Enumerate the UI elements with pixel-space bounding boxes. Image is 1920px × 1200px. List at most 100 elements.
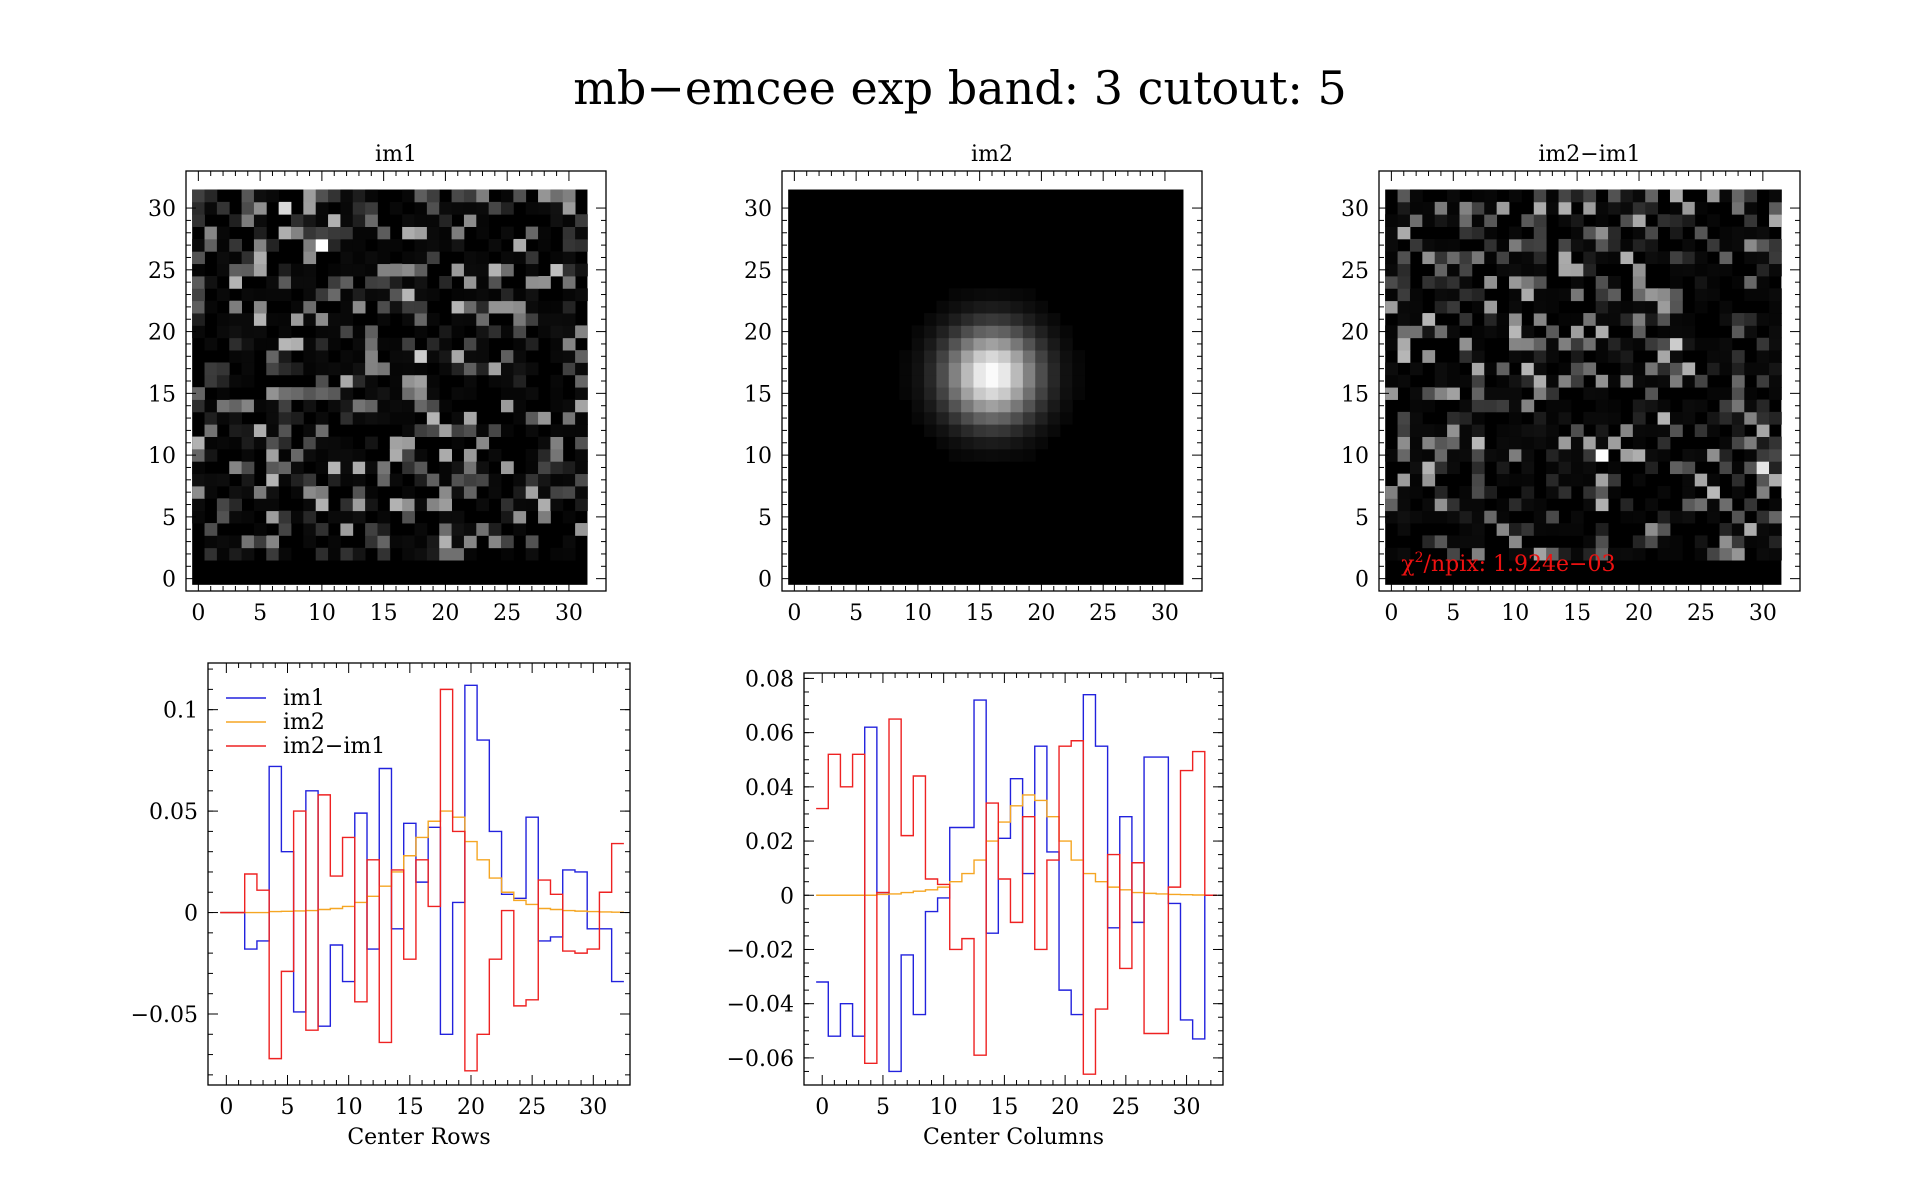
heatmap-pixel [973, 325, 987, 339]
heatmap-pixel [340, 288, 354, 302]
heatmap-pixel [216, 263, 230, 277]
heatmap-pixel [1546, 399, 1559, 413]
heatmap-pixel [241, 337, 255, 351]
heatmap-pixel [463, 547, 477, 561]
heatmap-pixel [1385, 214, 1398, 227]
heatmap-pixel [1570, 325, 1584, 339]
heatmap-pixel [575, 436, 588, 450]
heatmap-pixel [414, 325, 428, 339]
heatmap-pixel [1595, 411, 1609, 425]
heatmap-pixel [402, 374, 415, 388]
heatmap-pixel [377, 461, 391, 475]
heatmap-pixel [1669, 226, 1683, 240]
heatmap-pixel [1657, 300, 1671, 314]
heatmap-pixel [1608, 337, 1621, 351]
heatmap-pixel [340, 201, 354, 215]
heatmap-pixel [340, 251, 354, 265]
heatmap-pixel [1769, 350, 1782, 363]
heatmap-pixel [303, 263, 317, 277]
heatmap-pixel [575, 325, 588, 339]
heatmap-pixel [538, 313, 551, 326]
heatmap-pixel [550, 424, 564, 437]
heatmap-pixel [1756, 436, 1770, 450]
heatmap-image [788, 189, 1184, 585]
heatmap-pixel [352, 214, 366, 227]
heatmap-pixel [1756, 461, 1770, 475]
heatmap-pixel [204, 523, 218, 536]
heatmap-pixel [402, 547, 415, 561]
heatmap-pixel [303, 214, 317, 227]
heatmap-pixel [1072, 387, 1086, 400]
heatmap-pixel [525, 251, 539, 265]
heatmap-pixel [1385, 300, 1398, 314]
heatmap-pixel [1744, 238, 1758, 252]
heatmap-pixel [911, 399, 925, 413]
heatmap-pixel [377, 238, 391, 252]
panel-title: im2 [971, 142, 1013, 167]
heatmap-pixel [278, 362, 292, 376]
heatmap-pixel [1022, 325, 1036, 339]
heatmap-pixel [1447, 547, 1460, 561]
heatmap-pixel [1397, 473, 1411, 487]
x-tick-label: 10 [308, 601, 336, 626]
heatmap-pixel [961, 337, 974, 351]
heatmap-pixel [1533, 350, 1547, 363]
series-line-3 [220, 688, 624, 1072]
heatmap-pixel [1769, 523, 1782, 536]
heatmap-pixel [525, 461, 539, 475]
heatmap-pixel [1719, 189, 1733, 203]
heatmap-pixel [1595, 399, 1609, 413]
heatmap-pixel [229, 374, 242, 388]
heatmap-pixel [1595, 498, 1609, 512]
heatmap-pixel [1533, 238, 1547, 252]
heatmap-pixel [1397, 288, 1411, 302]
heatmap-pixel [513, 498, 527, 512]
heatmap-pixel [1521, 498, 1535, 512]
heatmap-pixel [253, 214, 267, 227]
heatmap-pixel [278, 448, 292, 462]
heatmap-pixel [328, 276, 341, 289]
heatmap-pixel [352, 448, 366, 462]
heatmap-pixel [340, 374, 354, 388]
heatmap-pixel [1570, 238, 1584, 252]
heatmap-pixel [1434, 362, 1448, 376]
heatmap-pixel [1719, 337, 1733, 351]
heatmap-pixel [291, 473, 304, 487]
heatmap-pixel [1669, 461, 1683, 475]
heatmap-pixel [352, 300, 366, 314]
heatmap-pixel [1682, 448, 1696, 462]
heatmap-pixel [1620, 424, 1634, 437]
heatmap-pixel [192, 300, 205, 314]
heatmap-pixel [1047, 325, 1061, 339]
heatmap-pixel [1459, 498, 1473, 512]
heatmap-pixel [1496, 238, 1510, 252]
heatmap-pixel [451, 313, 465, 326]
heatmap-pixel [961, 288, 974, 302]
heatmap-pixel [192, 387, 205, 400]
heatmap-pixel [328, 387, 341, 400]
heatmap-pixel [1669, 374, 1683, 388]
heatmap-pixel [1744, 325, 1758, 339]
y-tick-label: −0.06 [727, 1047, 794, 1072]
heatmap-pixel [1719, 387, 1733, 400]
heatmap-pixel [1422, 201, 1436, 215]
heatmap-pixel [562, 399, 576, 413]
heatmap-pixel [1047, 399, 1061, 413]
heatmap-pixel [1459, 337, 1473, 351]
heatmap-pixel [1496, 201, 1510, 215]
heatmap-pixel [1447, 201, 1460, 215]
heatmap-pixel [538, 226, 551, 240]
heatmap-pixel [1447, 436, 1460, 450]
heatmap-pixel [1769, 436, 1782, 450]
heatmap-pixel [1694, 535, 1708, 549]
heatmap-pixel [216, 201, 230, 215]
heatmap-pixel [216, 251, 230, 265]
heatmap-pixel [973, 300, 987, 314]
heatmap-pixel [402, 362, 415, 376]
heatmap-pixel [389, 300, 403, 314]
heatmap-pixel [1583, 362, 1597, 376]
heatmap-pixel [241, 214, 255, 227]
heatmap-pixel [414, 547, 428, 561]
heatmap-pixel [1558, 201, 1572, 215]
heatmap-pixel [1595, 535, 1609, 549]
